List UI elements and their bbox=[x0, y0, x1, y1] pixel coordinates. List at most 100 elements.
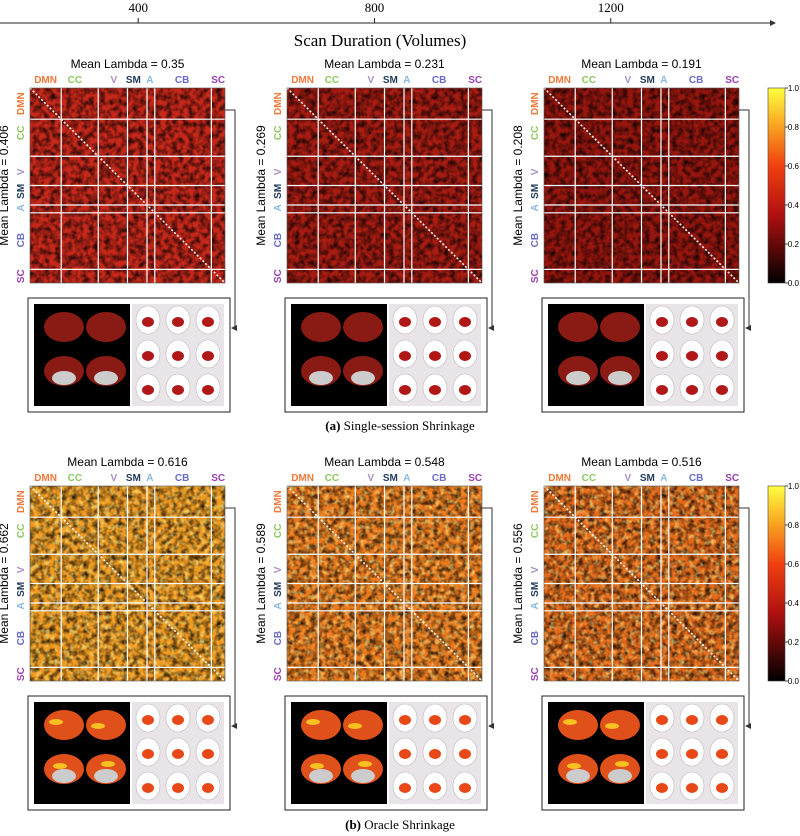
side-lambda-label: Mean Lambda = 0.269 bbox=[254, 125, 268, 246]
network-label-top: A bbox=[146, 473, 153, 484]
slice-activation bbox=[716, 351, 728, 361]
cortex-surface bbox=[558, 312, 598, 342]
network-label-side: A bbox=[16, 204, 27, 211]
diagonal bbox=[286, 87, 483, 284]
cortex-surface bbox=[86, 710, 126, 740]
caption-text: Oracle Shrinkage bbox=[364, 817, 455, 832]
slice-activation bbox=[459, 317, 471, 327]
slice-activation bbox=[656, 317, 668, 327]
slice-activation bbox=[202, 749, 214, 759]
side-lambda-label: Mean Lambda = 0.556 bbox=[511, 523, 525, 644]
slice-activation bbox=[716, 749, 728, 759]
network-label-top: V bbox=[368, 75, 375, 86]
side-lambda-label: Mean Lambda = 0.662 bbox=[0, 523, 11, 644]
network-label-side: CC bbox=[530, 126, 541, 140]
network-label-top: DMN bbox=[34, 473, 57, 484]
network-label-side: CB bbox=[273, 233, 284, 247]
slice-activation bbox=[172, 749, 184, 759]
colorbar-tick-label: 0.0 bbox=[788, 677, 800, 686]
network-label-side: SM bbox=[16, 582, 27, 597]
network-label-side: A bbox=[273, 204, 284, 211]
colorbar-tick-label: 0.2 bbox=[788, 638, 800, 647]
cortex-surface bbox=[44, 312, 84, 342]
network-label-top: SC bbox=[725, 75, 739, 86]
slice-activation bbox=[656, 715, 668, 725]
slice-activation bbox=[399, 385, 411, 395]
slice-activation bbox=[459, 783, 471, 793]
top-axis-label: Scan Duration (Volumes) bbox=[294, 31, 467, 50]
slice-activation bbox=[202, 385, 214, 395]
network-label-side: A bbox=[530, 204, 541, 211]
network-label-top: CC bbox=[325, 75, 339, 86]
matrix bbox=[29, 485, 226, 682]
link-arrow bbox=[225, 109, 237, 331]
network-label-top: A bbox=[403, 75, 410, 86]
network-label-side: DMN bbox=[16, 92, 27, 115]
slice-activation bbox=[459, 385, 471, 395]
colorbar-tick-label: 1.0 bbox=[788, 482, 800, 491]
side-lambda-label: Mean Lambda = 0.406 bbox=[0, 125, 11, 246]
network-label-top: SC bbox=[211, 473, 225, 484]
network-label-side: CB bbox=[16, 233, 27, 247]
slice-activation bbox=[399, 317, 411, 327]
network-label-side: SM bbox=[273, 184, 284, 199]
brain-inset bbox=[27, 695, 231, 811]
network-label-side: CC bbox=[16, 126, 27, 140]
slice-activation bbox=[716, 385, 728, 395]
colorbar bbox=[767, 485, 786, 682]
network-label-side: CB bbox=[16, 631, 27, 645]
network-label-side: V bbox=[16, 168, 27, 175]
slice-activation bbox=[202, 715, 214, 725]
network-label-top: CB bbox=[432, 75, 446, 86]
matrix-title: Mean Lambda = 0.35 bbox=[71, 57, 185, 71]
network-label-side: CB bbox=[273, 631, 284, 645]
caption-label: (b) bbox=[345, 817, 361, 832]
cortex-surface bbox=[600, 312, 640, 342]
colorbar-tick-label: 0.8 bbox=[788, 123, 800, 132]
diagonal bbox=[543, 87, 740, 284]
network-label-top: CC bbox=[582, 75, 596, 86]
caption: (b) Oracle Shrinkage bbox=[345, 817, 455, 832]
slice-activation bbox=[399, 351, 411, 361]
colorbar-tick-label: 0.4 bbox=[788, 599, 800, 608]
slice-activation bbox=[172, 317, 184, 327]
network-label-top: V bbox=[625, 75, 632, 86]
slice-activation bbox=[656, 749, 668, 759]
cortex-hotspot bbox=[563, 719, 577, 725]
network-label-top: V bbox=[368, 473, 375, 484]
slice-activation bbox=[459, 715, 471, 725]
medial-wall bbox=[94, 769, 118, 783]
matrix bbox=[286, 87, 483, 284]
slice-activation bbox=[429, 385, 441, 395]
diagonal bbox=[29, 87, 226, 284]
network-label-top: SC bbox=[725, 473, 739, 484]
network-label-top: CC bbox=[325, 473, 339, 484]
network-label-side: CC bbox=[16, 524, 27, 538]
slice-activation bbox=[142, 715, 154, 725]
caption-text: Single-session Shrinkage bbox=[344, 418, 475, 433]
slice-activation bbox=[716, 317, 728, 327]
network-label-top: SM bbox=[383, 473, 398, 484]
network-label-top: DMN bbox=[548, 473, 571, 484]
slice-activation bbox=[142, 317, 154, 327]
medial-wall bbox=[608, 769, 632, 783]
cortex-hotspot bbox=[306, 719, 320, 725]
diagonal bbox=[29, 485, 226, 682]
link-arrow bbox=[482, 109, 494, 331]
cortex-surface bbox=[600, 710, 640, 740]
network-label-side: SM bbox=[273, 582, 284, 597]
slice-activation bbox=[686, 385, 698, 395]
network-label-top: V bbox=[111, 473, 118, 484]
network-label-top: DMN bbox=[291, 75, 314, 86]
colorbar-tick-label: 0.0 bbox=[788, 279, 800, 288]
network-label-top: V bbox=[625, 473, 632, 484]
cortex-surface bbox=[343, 710, 383, 740]
matrix-frame bbox=[543, 87, 740, 284]
slice-activation bbox=[399, 749, 411, 759]
slice-activation bbox=[172, 351, 184, 361]
network-label-side: DMN bbox=[16, 490, 27, 513]
network-label-side: DMN bbox=[273, 490, 284, 513]
slice-activation bbox=[429, 317, 441, 327]
network-label-side: CB bbox=[530, 631, 541, 645]
